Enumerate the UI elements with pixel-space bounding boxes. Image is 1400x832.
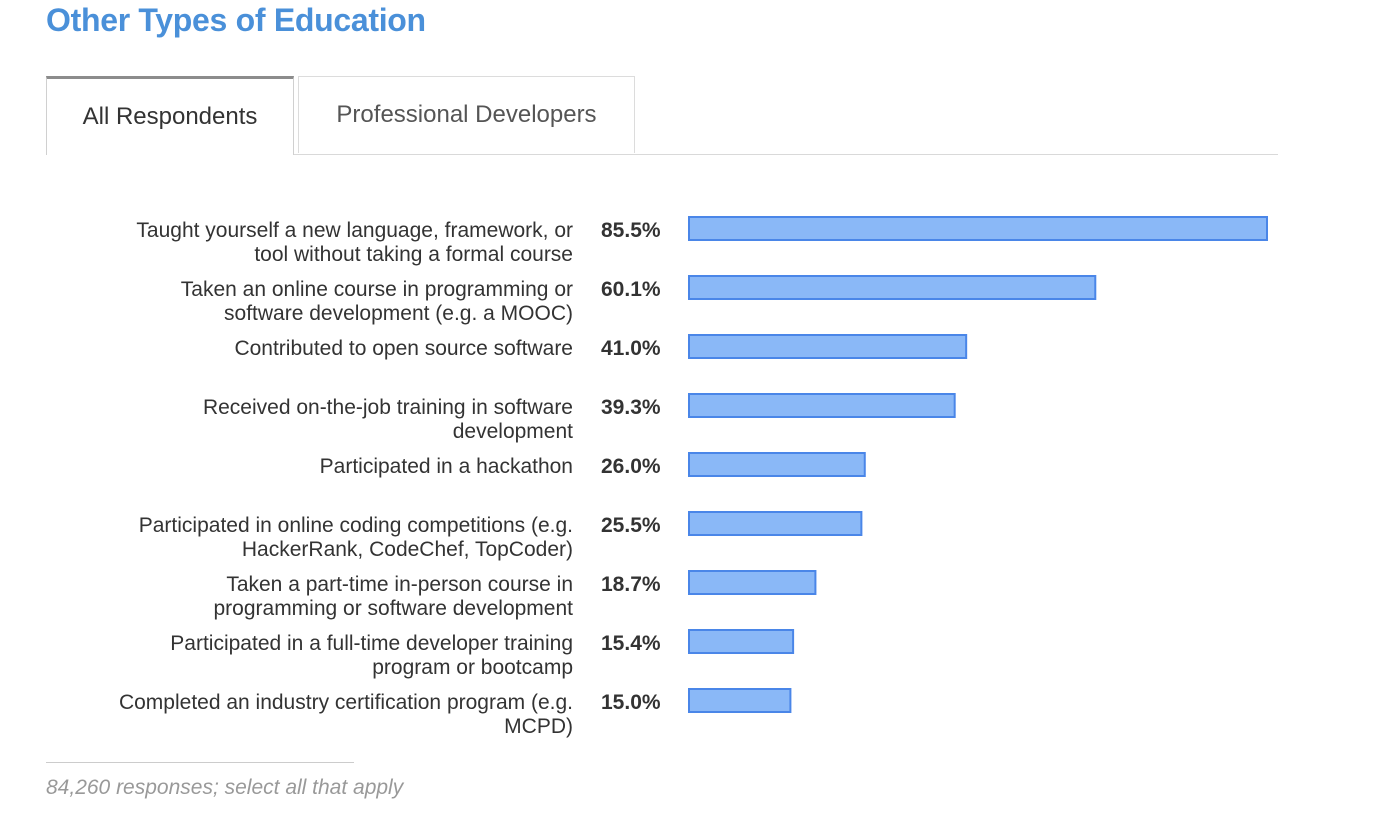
bar (688, 216, 1268, 241)
category-label: Completed an industry certification prog… (119, 691, 573, 738)
bar (688, 629, 795, 654)
category-label: Participated in online coding competitio… (139, 514, 573, 561)
value-label: 41.0% (601, 337, 661, 360)
category-label: Received on-the-job training in software… (203, 396, 573, 443)
value-label: 15.0% (601, 691, 661, 714)
footnote: 84,260 responses; select all that apply (46, 776, 404, 799)
category-label: Participated in a full-time developer tr… (170, 632, 573, 679)
tab-all-respondents[interactable]: All Respondents (46, 76, 294, 155)
category-label: Taken a part-time in-person course in pro… (213, 573, 573, 620)
page-title: Other Types of Education (46, 2, 426, 38)
category-label: Taught yourself a new language, framewor… (136, 219, 573, 266)
bar-row: Received on-the-job training in software… (203, 393, 956, 443)
bar (688, 688, 792, 713)
category-label: Taken an online course in programming or… (181, 278, 573, 325)
bar-row: Contributed to open source software 41.0% (234, 334, 968, 360)
bar-row: Completed an industry certification prog… (119, 688, 792, 738)
bar-row: Taught yourself a new language, framewor… (136, 216, 1268, 266)
bar (688, 452, 866, 477)
value-label: 18.7% (601, 573, 661, 596)
bar-row: Participated in a hackathon 26.0% (320, 452, 866, 478)
bar (688, 334, 968, 359)
value-label: 85.5% (601, 219, 661, 242)
tab-professional-developers[interactable]: Professional Developers (298, 76, 635, 153)
tab-bar: All Respondents Professional Developers (46, 76, 1278, 155)
bar (688, 570, 817, 595)
value-label: 26.0% (601, 455, 661, 478)
value-label: 39.3% (601, 396, 661, 419)
bar-row: Participated in online coding competitio… (139, 511, 863, 561)
footnote-divider (46, 762, 354, 763)
bar (688, 275, 1097, 300)
value-label: 15.4% (601, 632, 661, 655)
bar-row: Participated in a full-time developer tr… (170, 629, 795, 679)
bar-row: Taken a part-time in-person course in pro… (213, 570, 817, 620)
value-label: 60.1% (601, 278, 661, 301)
category-label: Participated in a hackathon (320, 455, 573, 478)
bar-row: Taken an online course in programming or… (181, 275, 1097, 325)
value-label: 25.5% (601, 514, 661, 537)
category-label: Contributed to open source software (234, 337, 573, 360)
bar (688, 511, 863, 536)
bar-chart: Taught yourself a new language, framewor… (119, 216, 1268, 738)
bar (688, 393, 956, 418)
